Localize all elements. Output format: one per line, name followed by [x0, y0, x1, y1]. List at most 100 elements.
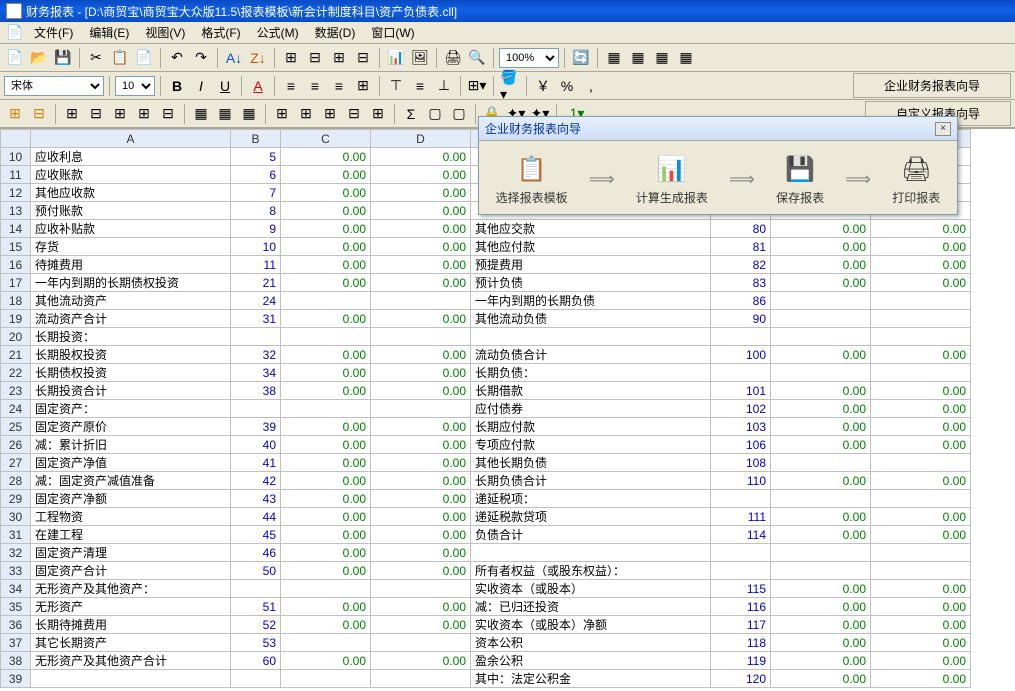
valign-mid-icon[interactable]: ≡: [409, 75, 431, 97]
cell[interactable]: [371, 328, 471, 346]
grid1-icon[interactable]: ▦: [603, 47, 625, 69]
cell[interactable]: 7: [231, 184, 281, 202]
align-center-icon[interactable]: ≡: [304, 75, 326, 97]
wizard-step[interactable]: 🖨打印报表: [892, 153, 940, 206]
cell[interactable]: 0.00: [771, 400, 871, 418]
cell[interactable]: 26: [1, 436, 31, 454]
cell[interactable]: 0.00: [871, 616, 971, 634]
cell[interactable]: 0.00: [371, 238, 471, 256]
cell[interactable]: 固定资产合计: [31, 562, 231, 580]
border-icon[interactable]: ⊞▾: [466, 75, 488, 97]
t3-icon-15[interactable]: ⊞: [367, 103, 389, 125]
cell[interactable]: 0.00: [771, 274, 871, 292]
cell[interactable]: 实收资本（或股本）净额: [471, 616, 711, 634]
valign-bot-icon[interactable]: ⊥: [433, 75, 455, 97]
cell[interactable]: 0.00: [281, 184, 371, 202]
cell[interactable]: 5: [231, 148, 281, 166]
table-row[interactable]: 18 其他流动资产24 一年内到期的长期负债86: [1, 292, 971, 310]
cell[interactable]: 0.00: [771, 436, 871, 454]
cell[interactable]: 0.00: [371, 166, 471, 184]
cell[interactable]: 35: [1, 598, 31, 616]
corner-cell[interactable]: [1, 130, 31, 148]
menu-item[interactable]: 公式(M): [249, 22, 307, 43]
cell[interactable]: 90: [711, 310, 771, 328]
cell[interactable]: 39: [1, 670, 31, 688]
cell[interactable]: 15: [1, 238, 31, 256]
cell[interactable]: 106: [711, 436, 771, 454]
undo-icon[interactable]: ↶: [166, 47, 188, 69]
cut-icon[interactable]: ✂: [85, 47, 107, 69]
align-left-icon[interactable]: ≡: [280, 75, 302, 97]
cell[interactable]: 9: [231, 220, 281, 238]
t3-icon-6[interactable]: ⊞: [133, 103, 155, 125]
bold-icon[interactable]: B: [166, 75, 188, 97]
cell[interactable]: 0.00: [371, 310, 471, 328]
cell[interactable]: [231, 328, 281, 346]
cell[interactable]: 0.00: [371, 346, 471, 364]
cell[interactable]: 减：已归还投资: [471, 598, 711, 616]
cell[interactable]: 固定资产原价: [31, 418, 231, 436]
cell[interactable]: 0.00: [771, 220, 871, 238]
cell[interactable]: 23: [1, 382, 31, 400]
cell[interactable]: [871, 490, 971, 508]
underline-icon[interactable]: U: [214, 75, 236, 97]
cell[interactable]: 预提费用: [471, 256, 711, 274]
cell[interactable]: 长期股权投资: [31, 346, 231, 364]
t3-icon-1[interactable]: ⊞: [4, 103, 26, 125]
refresh-icon[interactable]: 🔄: [570, 47, 592, 69]
comma-icon[interactable]: ,: [580, 75, 602, 97]
table-row[interactable]: 20长期投资：: [1, 328, 971, 346]
cell[interactable]: 0.00: [371, 526, 471, 544]
cell[interactable]: 39: [231, 418, 281, 436]
cell[interactable]: [711, 544, 771, 562]
cell[interactable]: 0.00: [771, 418, 871, 436]
new-icon[interactable]: 📄: [4, 47, 26, 69]
cell[interactable]: 10: [1, 148, 31, 166]
cell[interactable]: [771, 310, 871, 328]
cell[interactable]: 38: [1, 652, 31, 670]
cell[interactable]: [771, 328, 871, 346]
menu-item[interactable]: 窗口(W): [363, 22, 422, 43]
cell[interactable]: 递延税款贷项: [471, 508, 711, 526]
cell[interactable]: 0.00: [281, 526, 371, 544]
cell[interactable]: [871, 562, 971, 580]
table-row[interactable]: 35 无形资产510.000.00 减：已归还投资1160.000.00: [1, 598, 971, 616]
cell[interactable]: 14: [1, 220, 31, 238]
table-row[interactable]: 19流动资产合计310.000.00 其他流动负债90: [1, 310, 971, 328]
cell[interactable]: [871, 310, 971, 328]
cell[interactable]: 0.00: [871, 346, 971, 364]
wizard-titlebar[interactable]: 企业财务报表向导 ×: [479, 117, 957, 141]
cell[interactable]: [281, 634, 371, 652]
italic-icon[interactable]: I: [190, 75, 212, 97]
font-select[interactable]: 宋体: [4, 76, 104, 96]
cell[interactable]: [771, 454, 871, 472]
fillcolor-icon[interactable]: 🪣▾: [499, 75, 521, 97]
table-row[interactable]: 28 减：固定资产减值准备420.000.00 长期负债合计1100.000.0…: [1, 472, 971, 490]
table-row[interactable]: 21 长期股权投资320.000.00流动负债合计1000.000.00: [1, 346, 971, 364]
t3-icon-2[interactable]: ⊟: [28, 103, 50, 125]
cell[interactable]: 其他应付款: [471, 238, 711, 256]
cell[interactable]: 0.00: [371, 454, 471, 472]
cell[interactable]: 24: [1, 400, 31, 418]
cell[interactable]: 36: [1, 616, 31, 634]
col-header-b[interactable]: B: [231, 130, 281, 148]
cell[interactable]: [711, 490, 771, 508]
cell[interactable]: 0.00: [871, 274, 971, 292]
cell[interactable]: 其他流动负债: [471, 310, 711, 328]
cell[interactable]: [471, 328, 711, 346]
t3-icon-3[interactable]: ⊞: [61, 103, 83, 125]
table-row[interactable]: 14 应收补贴款90.000.00 其他应交款800.000.00: [1, 220, 971, 238]
cell[interactable]: 0.00: [371, 364, 471, 382]
cell[interactable]: 32: [231, 346, 281, 364]
cell[interactable]: 0.00: [871, 652, 971, 670]
cell[interactable]: 111: [711, 508, 771, 526]
cell[interactable]: 45: [231, 526, 281, 544]
cell[interactable]: 待摊费用: [31, 256, 231, 274]
cell[interactable]: 80: [711, 220, 771, 238]
cell[interactable]: 120: [711, 670, 771, 688]
cell[interactable]: 0.00: [771, 616, 871, 634]
cell[interactable]: 33: [1, 562, 31, 580]
cell[interactable]: 21: [1, 346, 31, 364]
cell[interactable]: 24: [231, 292, 281, 310]
cell[interactable]: 82: [711, 256, 771, 274]
